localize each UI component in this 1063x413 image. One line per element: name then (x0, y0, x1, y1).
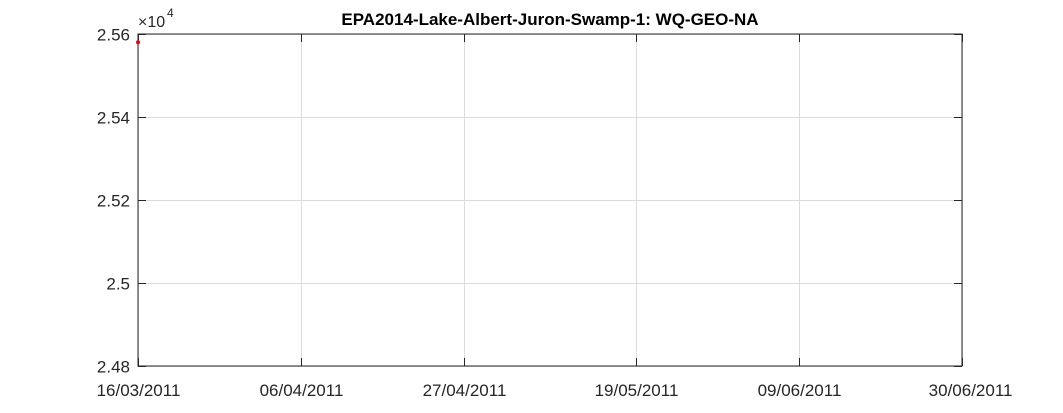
chart-title: EPA2014-Lake-Albert-Juron-Swamp-1: WQ-GE… (341, 10, 758, 29)
axis-ticks (138, 34, 963, 367)
grid (138, 34, 963, 367)
data-point (136, 40, 140, 45)
y-tick-label: 2.52 (97, 192, 130, 211)
y-tick-label: 2.56 (97, 26, 130, 45)
x-tick-label: 16/03/2011 (97, 381, 181, 400)
y-exponent-base: ×10 (138, 14, 165, 31)
tick-labels: 16/03/2011 06/04/2011 27/04/2011 19/05/2011… (97, 26, 1013, 401)
y-tick-label: 2.54 (97, 109, 130, 128)
y-exponent-power: 4 (167, 6, 174, 20)
x-tick-label: 06/04/2011 (260, 381, 344, 400)
x-tick-label: 27/04/2011 (423, 381, 507, 400)
y-axis-exponent: ×10 4 (138, 6, 174, 31)
y-tick-label: 2.5 (106, 275, 130, 294)
x-tick-label: 30/06/2011 (929, 381, 1013, 400)
y-tick-label: 2.48 (97, 358, 130, 377)
data-points (136, 40, 140, 45)
x-tick-label: 09/06/2011 (758, 381, 842, 400)
x-tick-label: 19/05/2011 (595, 381, 679, 400)
